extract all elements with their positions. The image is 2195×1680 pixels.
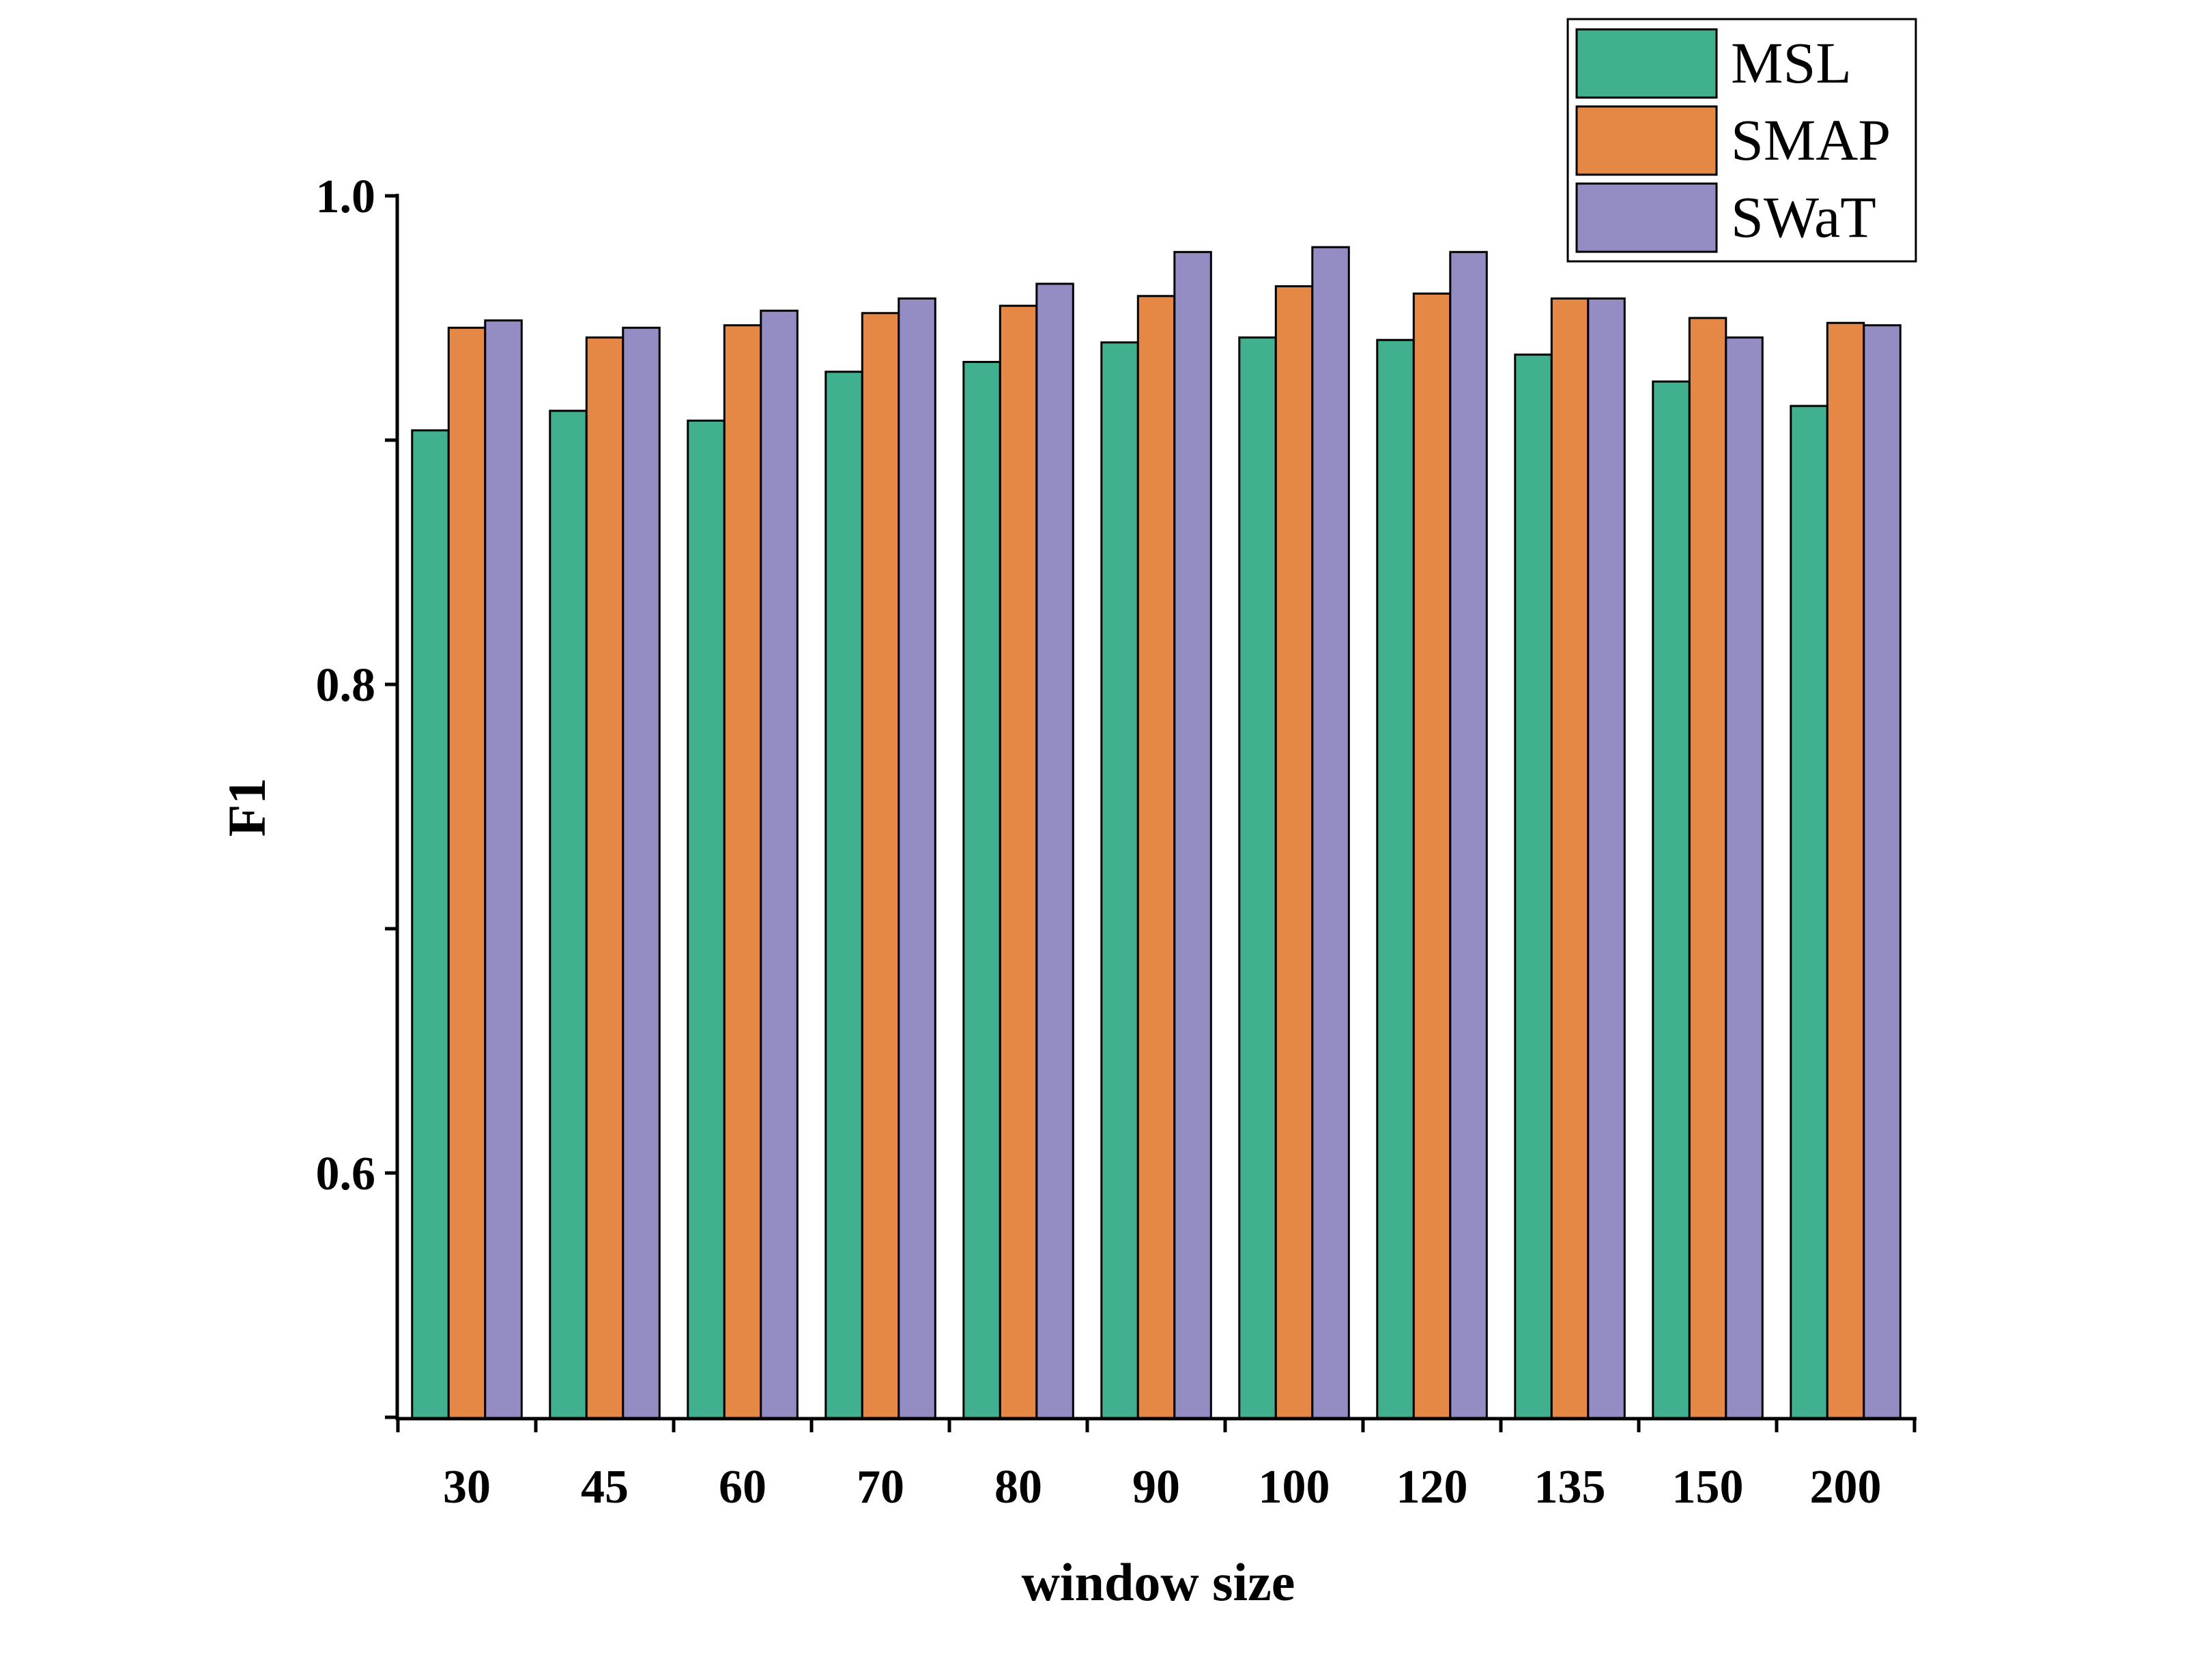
- bar-msl-70: [824, 371, 863, 1420]
- x-ticks: 30 45 60 70 80 90 100 120 135 150 200: [396, 1419, 1917, 1514]
- legend-label-swat: SWaT: [1731, 184, 1876, 250]
- x-tick-label-80: 80: [994, 1461, 1042, 1514]
- x-axis-label: window size: [1022, 1552, 1295, 1612]
- x-tick-label-90: 90: [1132, 1461, 1180, 1514]
- bar-smap-70: [861, 312, 900, 1420]
- bar-swat-120: [1449, 250, 1488, 1420]
- x-tick-label-60: 60: [719, 1461, 766, 1514]
- bar-smap-135: [1550, 297, 1590, 1420]
- bar-smap-80: [999, 304, 1038, 1420]
- bar-swat-100: [1311, 246, 1350, 1420]
- bar-msl-135: [1514, 353, 1553, 1420]
- bar-msl-150: [1652, 380, 1691, 1420]
- y-tick-label-0.8: 0.8: [316, 659, 376, 712]
- bar-smap-60: [723, 324, 762, 1420]
- legend-swatch-smap: [1575, 105, 1718, 176]
- bar-swat-45: [622, 326, 661, 1420]
- y-tick-label-0.6: 0.6: [316, 1148, 376, 1200]
- bar-swat-135: [1587, 297, 1626, 1420]
- legend-label-smap: SMAP: [1731, 107, 1891, 173]
- bar-swat-30: [484, 319, 523, 1420]
- bar-swat-90: [1173, 250, 1212, 1420]
- bar-smap-100: [1274, 285, 1314, 1420]
- y-ticks: 0.6 0.8 1.0: [316, 171, 397, 1419]
- x-tick-label-30: 30: [443, 1461, 491, 1514]
- x-tick-label-120: 120: [1396, 1461, 1468, 1514]
- legend-swatch-swat: [1575, 182, 1718, 253]
- bar-msl-200: [1790, 405, 1828, 1420]
- bar-swat-150: [1725, 336, 1764, 1420]
- x-tick-label-200: 200: [1810, 1461, 1882, 1514]
- bar-smap-120: [1412, 292, 1452, 1420]
- legend-swatch-msl: [1575, 28, 1718, 99]
- y-tick-label-1.0: 1.0: [316, 171, 376, 223]
- x-tick-label-70: 70: [857, 1461, 904, 1514]
- bar-smap-90: [1136, 295, 1176, 1420]
- y-axis-label: F1: [217, 778, 276, 837]
- bar-swat-60: [760, 309, 799, 1420]
- bar-smap-45: [585, 336, 625, 1420]
- x-tick-label-45: 45: [581, 1461, 629, 1514]
- bar-smap-30: [447, 326, 487, 1420]
- bar-msl-100: [1238, 336, 1277, 1420]
- legend-label-msl: MSL: [1731, 30, 1852, 96]
- bar-msl-60: [687, 419, 726, 1420]
- bar-msl-90: [1100, 341, 1139, 1420]
- bar-swat-80: [1035, 283, 1074, 1420]
- bar-smap-150: [1688, 317, 1727, 1420]
- x-tick-label-150: 150: [1672, 1461, 1744, 1514]
- bar-swat-70: [898, 297, 936, 1420]
- bar-msl-80: [962, 360, 1001, 1420]
- x-tick-label-135: 135: [1534, 1461, 1606, 1514]
- legend: MSL SMAP SWaT: [1566, 18, 1917, 263]
- bar-msl-45: [549, 409, 588, 1420]
- bar-msl-30: [411, 429, 450, 1420]
- bar-msl-120: [1376, 338, 1415, 1420]
- bar-smap-200: [1826, 321, 1865, 1420]
- bar-swat-200: [1863, 324, 1902, 1420]
- bars-group: [411, 246, 1902, 1420]
- x-tick-label-100: 100: [1259, 1461, 1330, 1514]
